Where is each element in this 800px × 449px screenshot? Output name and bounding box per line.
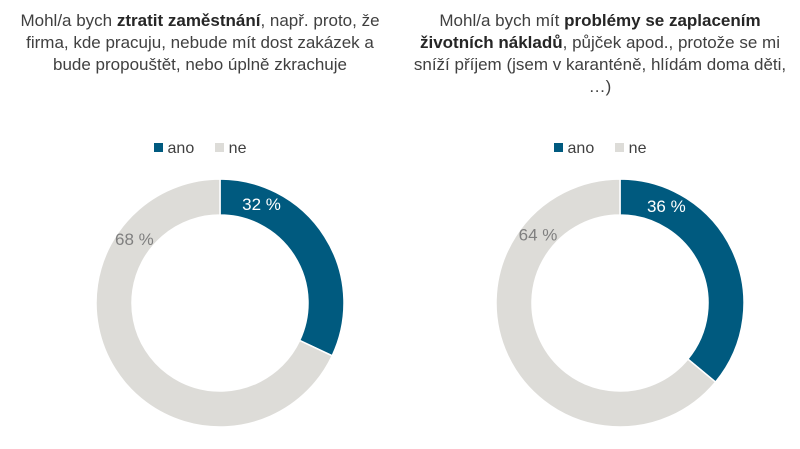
donut-chart: 32 % 68 % xyxy=(95,178,345,428)
title-part: Mohl/a bych mít xyxy=(439,11,565,30)
chart-title: Mohl/a bych ztratit zaměstnání, např. pr… xyxy=(10,10,390,76)
legend-item-ne: ne xyxy=(614,140,647,158)
legend-swatch xyxy=(153,143,163,152)
donut-slice-ano xyxy=(619,178,745,384)
legend-swatch xyxy=(614,143,624,152)
title-part: Mohl/a bych xyxy=(20,11,117,30)
chart-legend: ano ne xyxy=(0,140,400,158)
title-part: , půjček apod., protože se mi sníží příj… xyxy=(413,33,787,96)
legend-label: ano xyxy=(167,140,195,157)
legend-swatch xyxy=(553,143,563,152)
legend-label: ne xyxy=(628,140,647,157)
legend-label: ne xyxy=(228,140,247,157)
donut-slice-ne xyxy=(495,178,717,428)
legend-item-ne: ne xyxy=(214,140,247,158)
chart-panel-living-costs: Mohl/a bych mít problémy se zaplacením ž… xyxy=(400,0,800,449)
title-part-bold: problémy se zaplacením životních nákladů xyxy=(420,11,761,52)
title-part: , např. proto, že firma, kde pracuju, ne… xyxy=(26,11,380,74)
donut-chart: 36 % 64 % xyxy=(495,178,745,428)
data-label-ano: 32 % xyxy=(242,195,281,214)
data-label-ne: 68 % xyxy=(115,230,154,249)
legend-swatch xyxy=(214,143,224,152)
chart-legend: ano ne xyxy=(400,140,800,158)
data-label-ne: 64 % xyxy=(519,225,558,244)
legend-label: ano xyxy=(567,140,595,157)
legend-item-ano: ano xyxy=(553,140,595,158)
donut-slice-ne xyxy=(95,178,334,428)
data-label-ano: 36 % xyxy=(647,197,686,216)
title-part-bold: ztratit zaměstnání xyxy=(116,11,261,30)
chart-panel-job-loss: Mohl/a bych ztratit zaměstnání, např. pr… xyxy=(0,10,400,428)
donut-slice-ano xyxy=(219,178,345,357)
legend-item-ano: ano xyxy=(153,140,195,158)
chart-title: Mohl/a bych mít problémy se zaplacením ž… xyxy=(410,10,790,98)
